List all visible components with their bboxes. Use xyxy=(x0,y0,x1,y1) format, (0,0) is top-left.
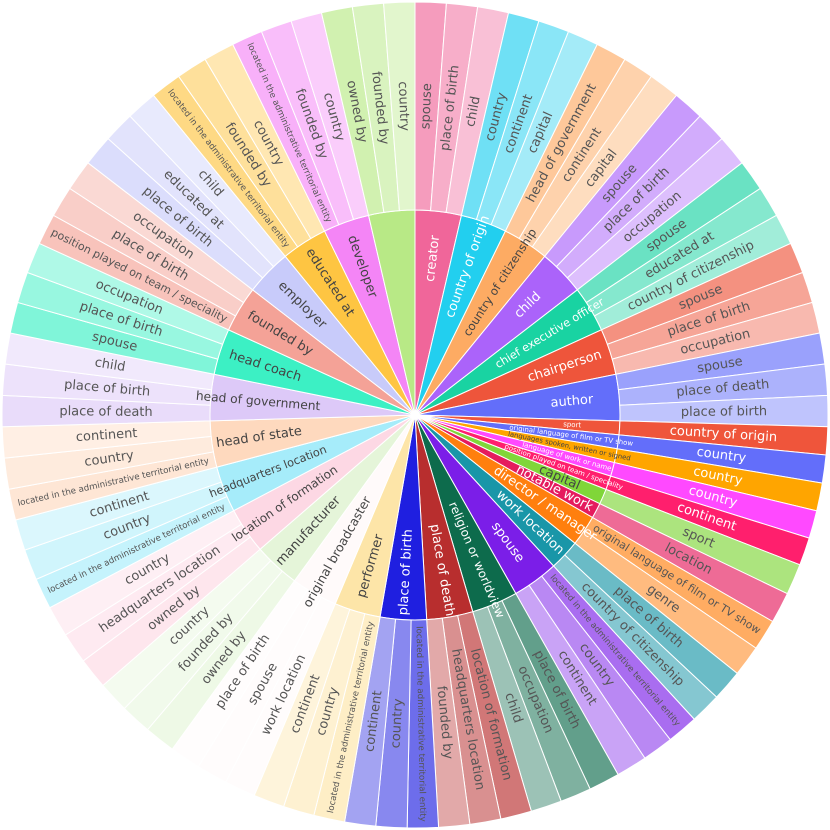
outer-sector-label: spouse xyxy=(418,83,435,130)
outer-sector-label: country xyxy=(696,445,748,466)
inner-sector-label: sport xyxy=(563,420,582,429)
outer-sector-label: place of birth xyxy=(63,377,150,399)
outer-sector-label: founded by xyxy=(433,685,455,760)
outer-sector-label: spouse xyxy=(696,354,744,376)
outer-sector-label: place of birth xyxy=(681,404,767,420)
outer-sector-label: country xyxy=(388,698,406,749)
outer-sector-label: child xyxy=(94,355,127,375)
outer-sector-label: place of death xyxy=(59,404,152,420)
outer-sector-label: country of origin xyxy=(669,424,777,446)
inner-sector-label: place of birth xyxy=(396,529,416,616)
outer-sector-label: child xyxy=(463,95,484,128)
outer-sector-label: continent xyxy=(75,426,137,445)
outer-sector-label: country xyxy=(395,81,412,132)
outer-sector-label: located in the administrative territoria… xyxy=(414,626,428,822)
outer-sector[interactable] xyxy=(383,1,416,212)
inner-sector-label: author xyxy=(550,392,595,411)
outer-sector-label: country xyxy=(83,448,135,470)
inner-sector-label: creator xyxy=(423,234,443,283)
